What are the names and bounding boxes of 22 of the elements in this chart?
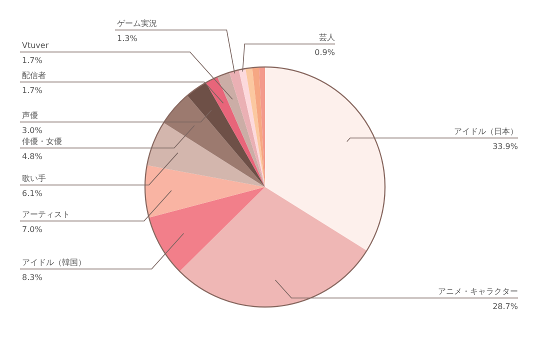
slice-label: 声優 bbox=[22, 111, 38, 120]
data-label: 4.8% bbox=[22, 152, 43, 161]
slice-label: ゲーム実況 bbox=[117, 19, 157, 28]
data-label: 1.7% bbox=[22, 86, 43, 95]
data-label: 8.3% bbox=[22, 273, 43, 282]
slice-label: 俳優・女優 bbox=[22, 137, 62, 146]
data-label: 1.7% bbox=[22, 56, 43, 65]
data-label: 7.0% bbox=[22, 225, 43, 234]
data-label: 6.1% bbox=[22, 189, 43, 198]
slice-label: 芸人 bbox=[319, 33, 335, 42]
slice-label: アイドル（日本） bbox=[454, 127, 518, 136]
data-label: 28.7% bbox=[492, 302, 518, 311]
slice-label: アイドル（韓国） bbox=[22, 258, 86, 267]
slice-label: アーティスト bbox=[22, 210, 70, 219]
slice-label: 歌い手 bbox=[22, 174, 46, 183]
slice-label: アニメ・キャラクター bbox=[438, 287, 518, 296]
data-label: 33.9% bbox=[492, 142, 518, 151]
slice-label: Vtuver bbox=[22, 41, 50, 50]
slice-label: 配信者 bbox=[22, 71, 46, 80]
data-label: 1.3% bbox=[117, 34, 138, 43]
data-label: 0.9% bbox=[314, 48, 336, 57]
data-label: 3.0% bbox=[22, 126, 43, 135]
